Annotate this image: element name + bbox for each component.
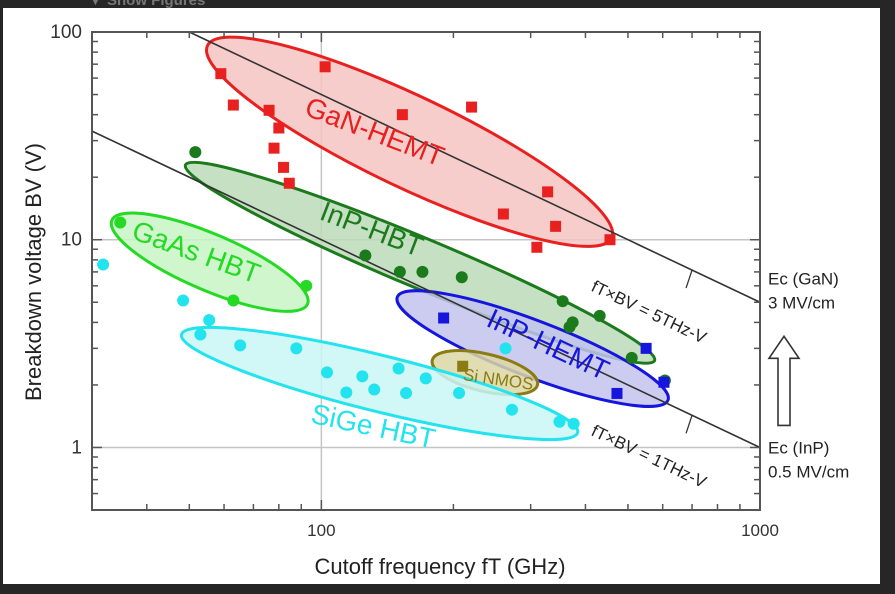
- data-point: [497, 208, 509, 220]
- data-point: [567, 417, 580, 430]
- data-point: [531, 241, 543, 253]
- field-annotation: Ec (InP): [768, 438, 829, 457]
- y-tick-label: 10: [61, 230, 82, 251]
- data-point: [625, 351, 638, 364]
- reference-line-tick: [685, 269, 693, 289]
- data-point: [359, 249, 372, 262]
- data-point: [640, 342, 652, 354]
- data-point: [268, 142, 280, 154]
- data-point: [215, 68, 227, 80]
- data-point: [566, 316, 579, 329]
- data-point: [393, 265, 406, 278]
- data-point: [419, 372, 432, 385]
- data-point: [542, 186, 554, 198]
- data-point: [227, 294, 240, 307]
- data-point: [356, 370, 369, 383]
- reference-lines: [91, 31, 761, 449]
- data-point: [290, 342, 303, 355]
- data-point: [396, 109, 408, 121]
- data-point: [273, 122, 285, 134]
- reference-line: [91, 130, 761, 449]
- x-tick-label: 100: [307, 521, 335, 540]
- data-point: [368, 383, 381, 396]
- ellipse-gaas-hbt: [109, 211, 310, 313]
- data-point: [453, 386, 466, 399]
- data-point: [658, 376, 670, 388]
- ellipse-sige-hbt: [179, 325, 580, 442]
- x-tick-label: 1000: [741, 521, 779, 540]
- data-point: [392, 362, 405, 375]
- data-point: [550, 220, 562, 232]
- y-tick-label: 1: [71, 437, 82, 458]
- show-figures-toggle[interactable]: ▼ Show Figures: [88, 0, 206, 9]
- data-point: [505, 403, 518, 416]
- axes: 100 1000 1 10 100 Ec (GaN) 3 MV/cm Ec (InP) 0.5 …: [50, 22, 849, 540]
- data-point: [604, 234, 616, 246]
- data-point: [457, 360, 469, 372]
- ellipse-inp-hbt: [183, 160, 657, 365]
- data-points: [97, 61, 671, 430]
- data-point: [320, 366, 333, 379]
- y-tick-label: 100: [50, 22, 82, 43]
- data-point: [194, 328, 207, 341]
- plot-frame: [91, 31, 761, 511]
- field-annotation: 3 MV/cm: [768, 293, 835, 312]
- reference-line-tick: [685, 415, 693, 434]
- data-point: [227, 99, 239, 111]
- data-point: [300, 279, 313, 292]
- x-axis-label: Cutoff frequency fT (GHz): [314, 554, 565, 579]
- data-point: [466, 101, 478, 113]
- data-point: [400, 386, 413, 399]
- reference-line: [188, 31, 761, 303]
- data-point: [438, 312, 450, 324]
- data-point: [283, 177, 295, 189]
- data-point: [556, 295, 569, 308]
- field-annotation: 0.5 MV/cm: [768, 462, 849, 481]
- data-point: [340, 386, 353, 399]
- data-point: [553, 415, 566, 428]
- group-ellipses: [109, 35, 670, 442]
- data-point: [455, 271, 468, 284]
- data-point: [278, 161, 290, 173]
- data-point: [611, 387, 623, 399]
- data-point: [97, 258, 110, 271]
- data-point: [203, 314, 216, 327]
- data-point: [416, 265, 429, 278]
- data-point: [499, 342, 512, 355]
- data-point: [263, 104, 275, 116]
- data-point: [189, 146, 202, 159]
- data-point: [593, 309, 606, 322]
- data-point: [234, 339, 247, 352]
- data-point: [319, 61, 331, 73]
- field-annotation: Ec (GaN): [768, 269, 839, 288]
- data-point: [177, 294, 190, 307]
- y-axis-label: Breakdown voltage BV (V): [21, 143, 46, 401]
- data-point: [114, 216, 127, 229]
- up-arrow-icon: [767, 334, 801, 427]
